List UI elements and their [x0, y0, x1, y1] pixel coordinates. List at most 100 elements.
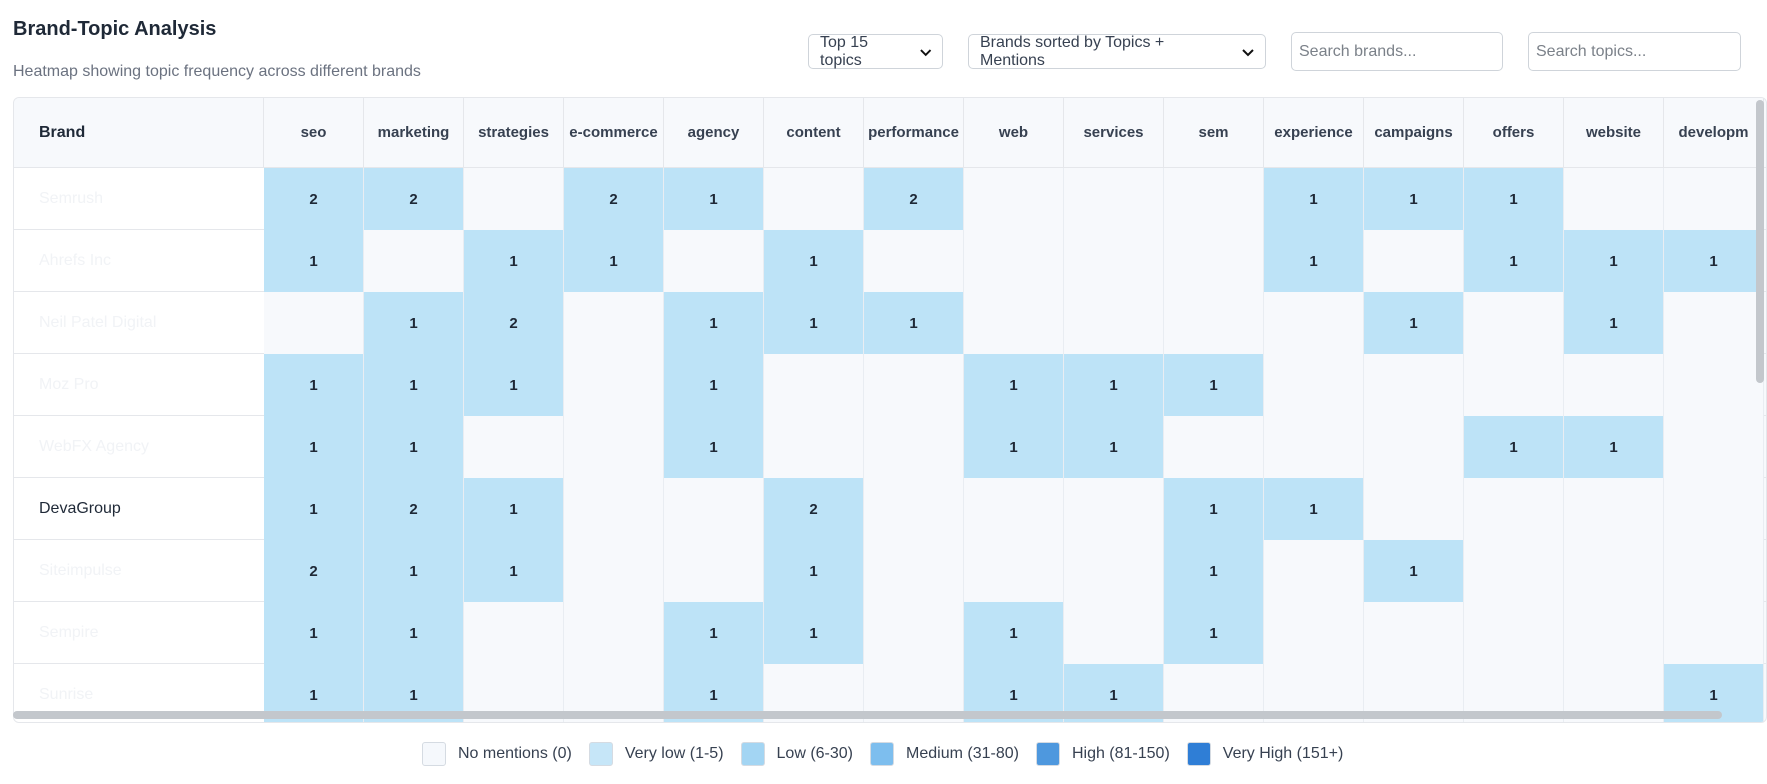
- heatmap-cell[interactable]: [864, 230, 964, 292]
- heatmap-cell[interactable]: 2: [464, 292, 564, 354]
- heatmap-cell[interactable]: [564, 354, 664, 416]
- heatmap-cell[interactable]: 1: [664, 354, 764, 416]
- heatmap-cell[interactable]: [1464, 602, 1564, 664]
- brand-name-cell[interactable]: Moz Pro: [14, 354, 264, 415]
- heatmap-cell[interactable]: [1664, 168, 1764, 230]
- brand-column-header[interactable]: Brand: [14, 98, 264, 168]
- table-row[interactable]: WebFX Agency 1 1 1 1 1 1 1: [14, 416, 1766, 478]
- heatmap-cell[interactable]: 1: [364, 602, 464, 664]
- heatmap-cell[interactable]: [1164, 230, 1264, 292]
- table-row[interactable]: Siteimpulse 2 1 1 1 1 1: [14, 540, 1766, 602]
- heatmap-cell[interactable]: 1: [364, 354, 464, 416]
- heatmap-cell[interactable]: 1: [964, 416, 1064, 478]
- heatmap-cell[interactable]: [564, 540, 664, 602]
- heatmap-cell[interactable]: 1: [1164, 602, 1264, 664]
- heatmap-cell[interactable]: [264, 292, 364, 354]
- topic-column-header[interactable]: agency: [664, 98, 764, 168]
- heatmap-cell[interactable]: 1: [364, 416, 464, 478]
- brand-name-cell[interactable]: Semrush: [14, 168, 264, 229]
- heatmap-cell[interactable]: 1: [364, 540, 464, 602]
- heatmap-cell[interactable]: [1264, 416, 1364, 478]
- heatmap-cell[interactable]: [864, 540, 964, 602]
- heatmap-cell[interactable]: [564, 478, 664, 540]
- heatmap-cell[interactable]: 1: [1164, 354, 1264, 416]
- heatmap-cell[interactable]: [1364, 354, 1464, 416]
- heatmap-cell[interactable]: 1: [764, 602, 864, 664]
- heatmap-cell[interactable]: [964, 292, 1064, 354]
- topic-column-header[interactable]: offers: [1464, 98, 1564, 168]
- heatmap-cell[interactable]: 2: [264, 540, 364, 602]
- topic-column-header[interactable]: seo: [264, 98, 364, 168]
- search-brands-input[interactable]: Search brands...: [1291, 32, 1503, 71]
- heatmap-cell[interactable]: 1: [1564, 416, 1664, 478]
- heatmap-cell[interactable]: [1664, 416, 1764, 478]
- heatmap-cell[interactable]: 1: [1164, 540, 1264, 602]
- brand-name-cell[interactable]: Neil Patel Digital: [14, 292, 264, 353]
- topic-column-header[interactable]: strategies: [464, 98, 564, 168]
- heatmap-cell[interactable]: [1464, 478, 1564, 540]
- heatmap-cell[interactable]: [1064, 540, 1164, 602]
- topic-column-header[interactable]: e-commerce: [564, 98, 664, 168]
- heatmap-cell[interactable]: 1: [464, 354, 564, 416]
- heatmap-cell[interactable]: [664, 478, 764, 540]
- topic-column-header[interactable]: sem: [1164, 98, 1264, 168]
- heatmap-cell[interactable]: 1: [1364, 292, 1464, 354]
- heatmap-cell[interactable]: 1: [564, 230, 664, 292]
- heatmap-cell[interactable]: [764, 416, 864, 478]
- heatmap-cell[interactable]: 1: [764, 292, 864, 354]
- heatmap-cell[interactable]: [1464, 540, 1564, 602]
- heatmap-cell[interactable]: 2: [864, 168, 964, 230]
- heatmap-cell[interactable]: 1: [264, 230, 364, 292]
- heatmap-table[interactable]: Brand seo marketing strategies e-commerce ag…: [13, 97, 1767, 723]
- heatmap-cell[interactable]: 2: [764, 478, 864, 540]
- heatmap-cell[interactable]: [1664, 478, 1764, 540]
- heatmap-cell[interactable]: 1: [764, 230, 864, 292]
- heatmap-cell[interactable]: 1: [1264, 168, 1364, 230]
- heatmap-cell[interactable]: 1: [464, 230, 564, 292]
- heatmap-cell[interactable]: 1: [1264, 478, 1364, 540]
- heatmap-cell[interactable]: 1: [964, 354, 1064, 416]
- heatmap-cell[interactable]: [664, 540, 764, 602]
- topic-column-header[interactable]: performance: [864, 98, 964, 168]
- topics-count-select[interactable]: Top 15 topics: [808, 34, 943, 69]
- heatmap-cell[interactable]: [1464, 354, 1564, 416]
- heatmap-cell[interactable]: [1264, 540, 1364, 602]
- heatmap-cell[interactable]: [1064, 230, 1164, 292]
- heatmap-cell[interactable]: [564, 602, 664, 664]
- table-row[interactable]: Moz Pro 1 1 1 1 1 1 1: [14, 354, 1766, 416]
- heatmap-cell[interactable]: 1: [264, 416, 364, 478]
- heatmap-cell[interactable]: 1: [364, 292, 464, 354]
- heatmap-cell[interactable]: [1564, 168, 1664, 230]
- heatmap-cell[interactable]: 2: [264, 168, 364, 230]
- heatmap-cell[interactable]: [1164, 416, 1264, 478]
- heatmap-cell[interactable]: [964, 230, 1064, 292]
- brand-name-cell[interactable]: WebFX Agency: [14, 416, 264, 477]
- heatmap-cell[interactable]: [1064, 602, 1164, 664]
- table-row[interactable]: Neil Patel Digital 1 2 1 1 1 1 1: [14, 292, 1766, 354]
- heatmap-cell[interactable]: 2: [364, 168, 464, 230]
- heatmap-cell[interactable]: [1364, 478, 1464, 540]
- heatmap-cell[interactable]: [1064, 478, 1164, 540]
- heatmap-cell[interactable]: 1: [1564, 230, 1664, 292]
- heatmap-cell[interactable]: 1: [864, 292, 964, 354]
- topic-column-header[interactable]: content: [764, 98, 864, 168]
- heatmap-cell[interactable]: 1: [464, 540, 564, 602]
- heatmap-cell[interactable]: 1: [1064, 354, 1164, 416]
- heatmap-cell[interactable]: [864, 478, 964, 540]
- heatmap-cell[interactable]: [964, 168, 1064, 230]
- heatmap-cell[interactable]: [1664, 602, 1764, 664]
- heatmap-cell[interactable]: [1164, 292, 1264, 354]
- heatmap-cell[interactable]: [864, 416, 964, 478]
- topic-column-header[interactable]: experience: [1264, 98, 1364, 168]
- heatmap-cell[interactable]: 2: [564, 168, 664, 230]
- heatmap-cell[interactable]: [1064, 292, 1164, 354]
- heatmap-cell[interactable]: [464, 602, 564, 664]
- table-row[interactable]: Semrush 2 2 2 1 2 1 1 1: [14, 168, 1766, 230]
- table-row[interactable]: DevaGroup 1 2 1 2 1 1: [14, 478, 1766, 540]
- heatmap-cell[interactable]: [964, 478, 1064, 540]
- heatmap-cell[interactable]: 1: [1364, 540, 1464, 602]
- topic-column-header[interactable]: marketing: [364, 98, 464, 168]
- heatmap-cell[interactable]: [864, 602, 964, 664]
- heatmap-cell[interactable]: [1464, 292, 1564, 354]
- table-row[interactable]: Ahrefs Inc 1 1 1 1 1 1 1 1: [14, 230, 1766, 292]
